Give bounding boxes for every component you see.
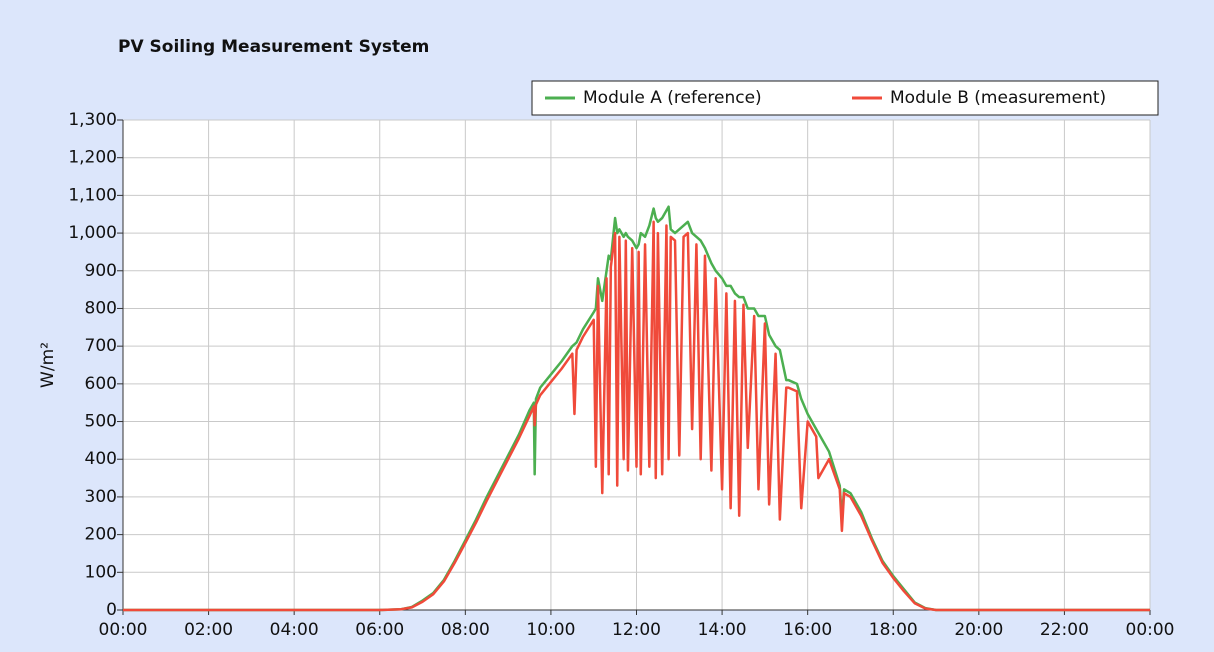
y-tick-label: 1,300 [68,110,117,130]
x-tick-label: 16:00 [783,620,832,640]
x-tick-label: 00:00 [99,620,148,640]
x-tick-label: 18:00 [869,620,918,640]
series-line [123,220,1150,612]
y-tick-label: 200 [85,525,117,545]
x-tick-label: 22:00 [1040,620,1089,640]
y-tick-label: 500 [85,412,117,432]
y-tick-label: 1,100 [68,185,117,205]
y-tick-label: 1,000 [68,223,117,243]
x-tick-label: 08:00 [441,620,490,640]
x-tick-label: 14:00 [698,620,747,640]
y-tick-label: 1,200 [68,148,117,168]
y-tick-label: 300 [85,487,117,507]
y-tick-label: 600 [85,374,117,394]
x-tick-label: 10:00 [526,620,575,640]
y-tick-label: 400 [85,449,117,469]
chart-title: PV Soiling Measurement System [118,37,429,57]
x-tick-label: 04:00 [270,620,319,640]
legend-label: Module A (reference) [583,88,762,108]
legend-label: Module B (measurement) [890,88,1106,108]
series-line [123,205,1150,612]
y-tick-label: 700 [85,336,117,356]
x-tick-label: 20:00 [954,620,1003,640]
legend-box [531,80,1159,116]
x-tick-label: 02:00 [184,620,233,640]
x-tick-label: 12:00 [612,620,661,640]
y-tick-label: 900 [85,261,117,281]
x-tick-label: 06:00 [355,620,404,640]
y-tick-label: 0 [106,600,117,620]
y-axis-label: W/m² [38,342,58,388]
y-tick-label: 100 [85,562,117,582]
x-tick-label: 00:00 [1126,620,1175,640]
y-tick-label: 800 [85,298,117,318]
